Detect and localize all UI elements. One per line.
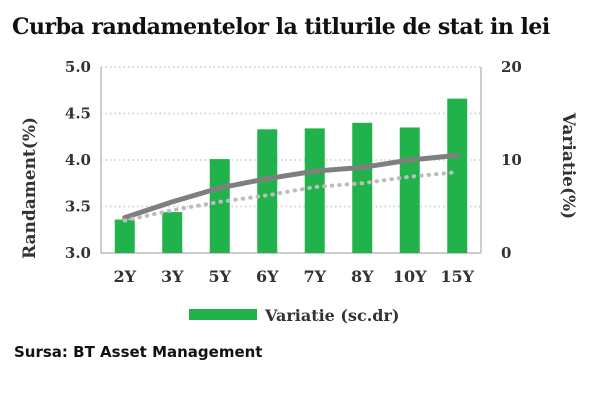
y-axis-label: Randament(%) bbox=[20, 117, 40, 259]
bar-5y bbox=[209, 159, 230, 253]
right-axis-ticks: 0 10 20 bbox=[501, 58, 522, 262]
legend-swatch bbox=[189, 309, 257, 320]
bar-15y bbox=[447, 98, 468, 254]
y2-tick-label: 20 bbox=[501, 58, 522, 76]
chart-title: Curba randamentelor la titlurile de stat… bbox=[12, 14, 550, 40]
bar-2y bbox=[114, 219, 135, 253]
legend-label: Variatie (sc.dr) bbox=[264, 306, 399, 325]
bar-6y bbox=[257, 129, 278, 253]
source-note: Sursa: BT Asset Management bbox=[14, 343, 263, 361]
x-axis-ticks: 2Y 3Y 5Y 6Y 7Y 8Y 10Y 15Y bbox=[113, 267, 474, 286]
bar-7y bbox=[304, 128, 325, 253]
y2-axis-label: Variatie(%) bbox=[558, 112, 578, 219]
x-tick-label: 8Y bbox=[351, 267, 374, 286]
y-tick-label: 3.5 bbox=[65, 198, 91, 216]
y2-tick-label: 10 bbox=[501, 151, 522, 169]
y-tick-label: 4.0 bbox=[65, 151, 91, 169]
bar-8y bbox=[352, 122, 373, 253]
y-tick-label: 4.5 bbox=[65, 105, 91, 123]
bar-series bbox=[114, 98, 468, 254]
x-tick-label: 5Y bbox=[208, 267, 231, 286]
bar-10y bbox=[399, 127, 420, 253]
legend: Variatie (sc.dr) bbox=[189, 306, 399, 325]
y-tick-label: 3.0 bbox=[65, 244, 91, 262]
x-tick-label: 10Y bbox=[393, 267, 427, 286]
line-series bbox=[122, 152, 460, 223]
x-tick-label: 2Y bbox=[113, 267, 136, 286]
bar-3y bbox=[162, 212, 183, 253]
x-tick-label: 7Y bbox=[303, 267, 326, 286]
x-tick-label: 15Y bbox=[440, 267, 474, 286]
left-axis-ticks: 3.0 3.5 4.0 4.5 5.0 bbox=[65, 58, 91, 262]
y-tick-label: 5.0 bbox=[65, 58, 91, 76]
x-tick-label: 3Y bbox=[161, 267, 184, 286]
solid-yield-line bbox=[122, 152, 460, 221]
y2-tick-label: 0 bbox=[501, 244, 511, 262]
x-tick-label: 6Y bbox=[256, 267, 279, 286]
